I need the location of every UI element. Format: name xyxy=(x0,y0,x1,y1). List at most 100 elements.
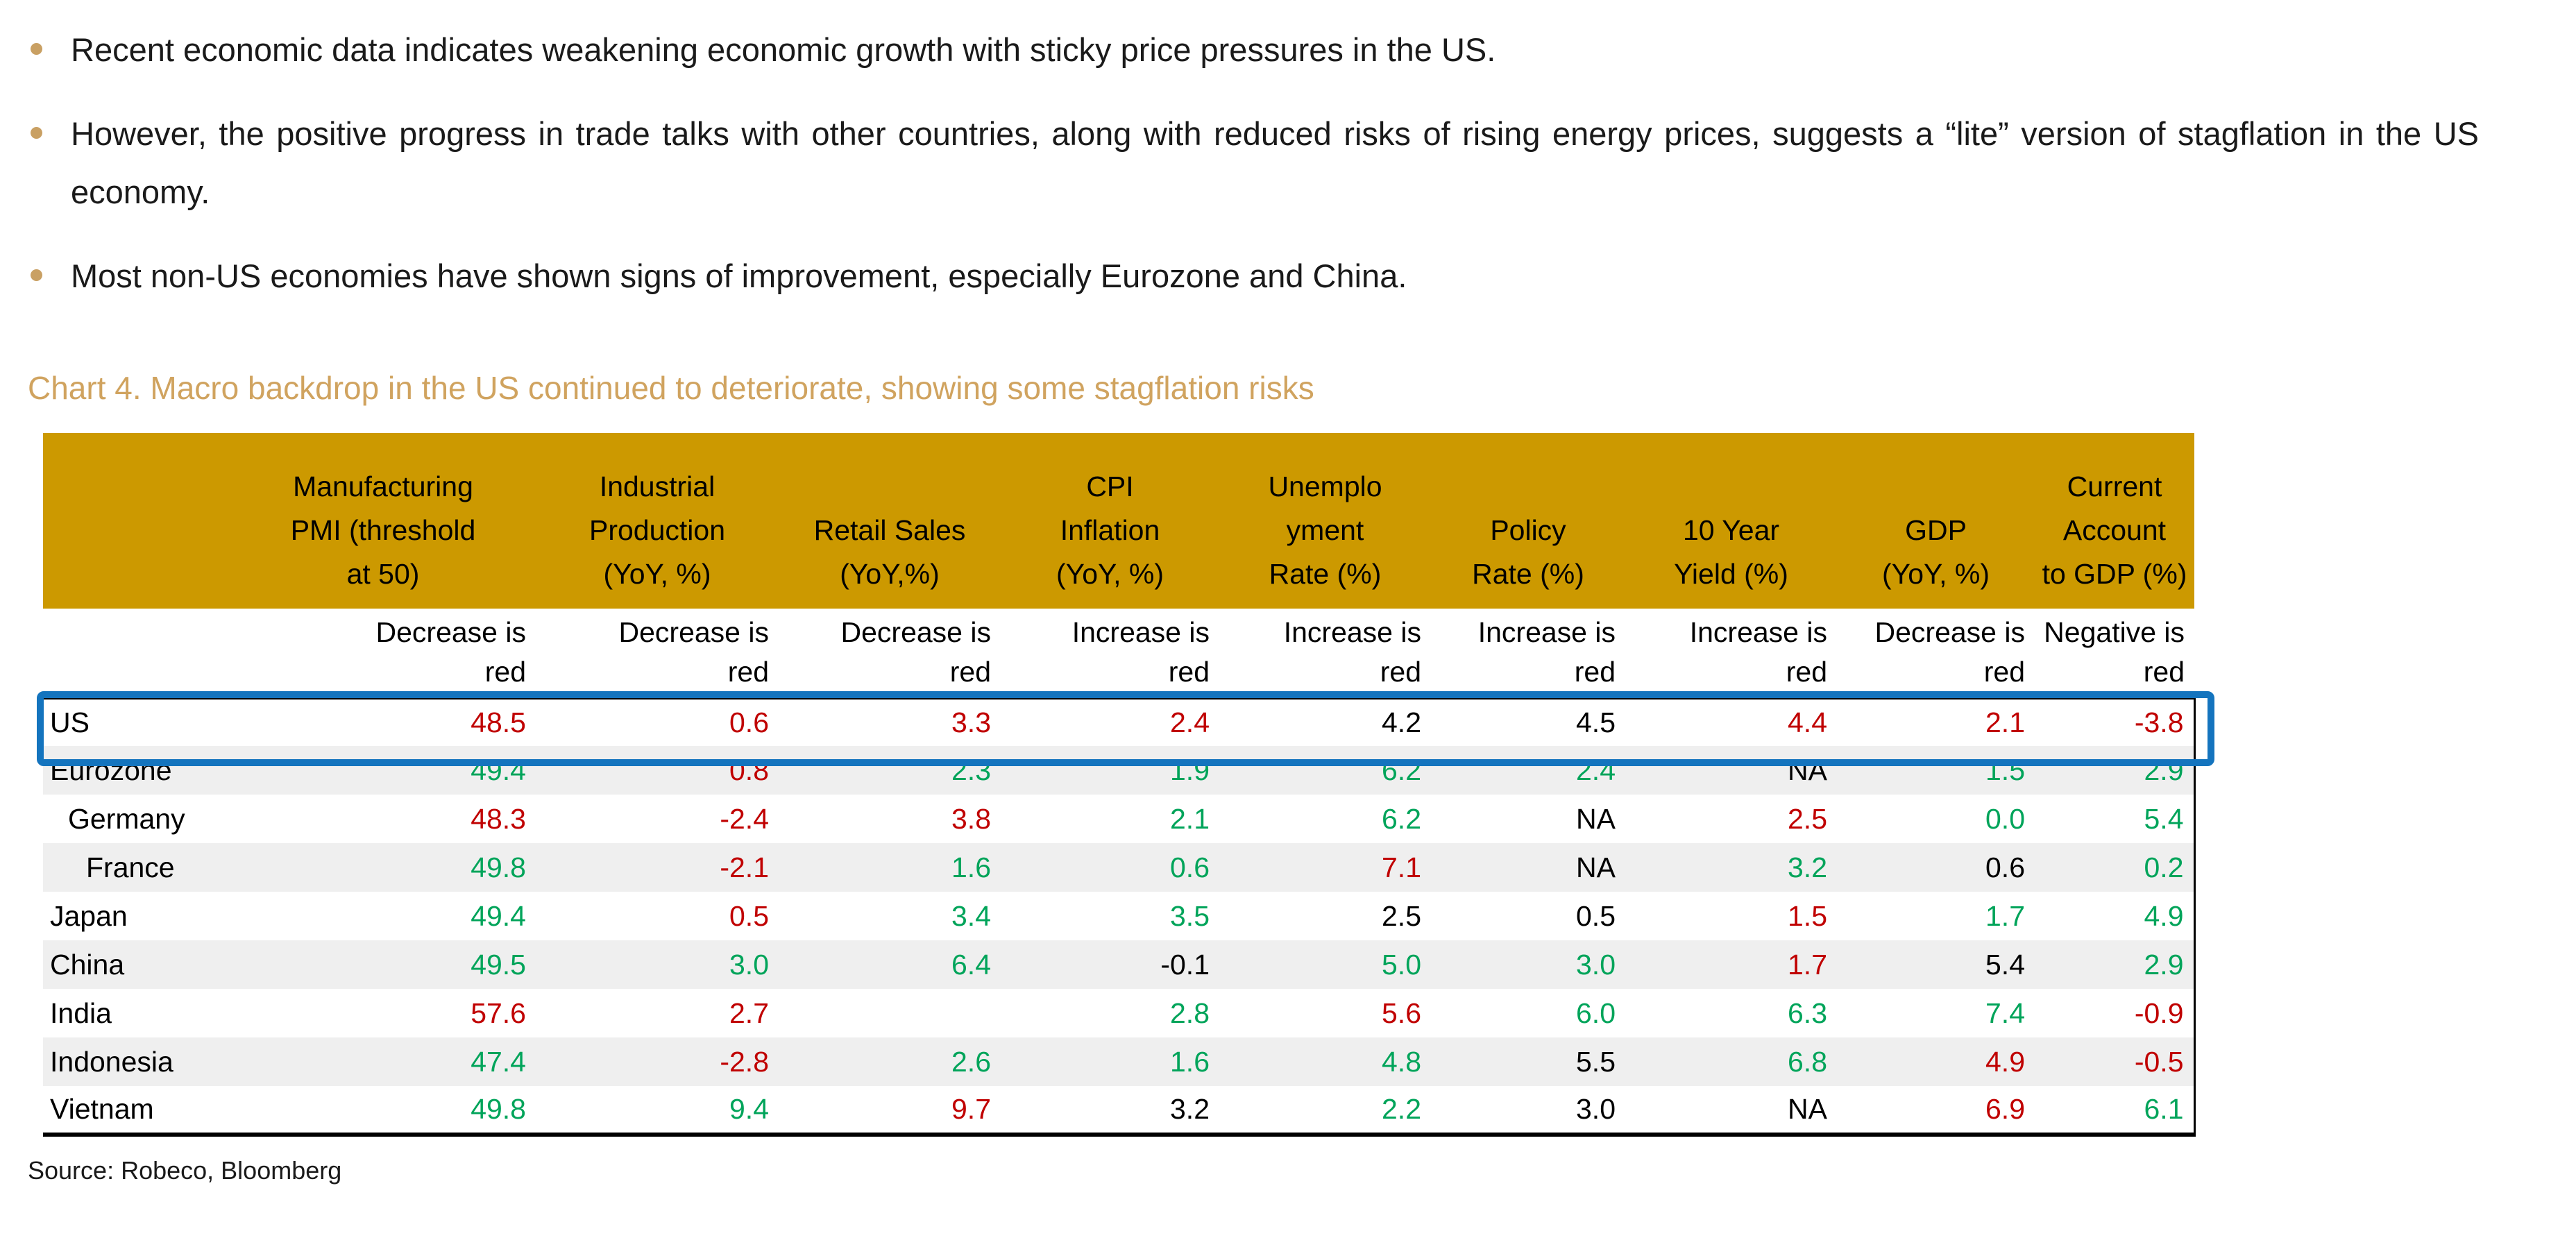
value-cell: 1.6 xyxy=(951,851,991,883)
bullet-dot-icon xyxy=(31,126,42,139)
value-cell: 5.6 xyxy=(1382,997,1421,1029)
macro-table: Manufacturing PMI (threshold at 50) Indus… xyxy=(43,433,2196,1137)
column-header: CPI Inflation (YoY, %) xyxy=(1001,433,1219,609)
country-cell: Indonesia xyxy=(50,1045,173,1078)
column-header: 10 Year Yield (%) xyxy=(1625,433,1837,609)
table-row: Vietnam 49.8 9.4 9.7 3.2 2.2 3.0 NA 6.9 6.1 xyxy=(43,1086,2196,1137)
legend-cell-country xyxy=(43,609,230,700)
value-cell: 6.2 xyxy=(1382,754,1421,786)
value-cell: 6.8 xyxy=(1788,1045,1827,1078)
value-cell: 2.9 xyxy=(2035,940,2196,990)
bullet-text: Most non-US economies have shown signs o… xyxy=(71,257,1407,294)
table-row: India 57.6 2.7 2.8 5.6 6.0 6.3 7.4 -0.9 xyxy=(43,989,2196,1038)
column-header: GDP (YoY, %) xyxy=(1837,433,2035,609)
value-cell: -0.1 xyxy=(1160,948,1210,981)
value-cell: 2.5 xyxy=(1788,802,1827,835)
value-cell: 47.4 xyxy=(471,1045,526,1078)
table-row: Germany 48.3 -2.4 3.8 2.1 6.2 NA 2.5 0.0 5.4 xyxy=(43,795,2196,844)
value-cell: 6.0 xyxy=(1576,997,1616,1029)
country-cell: Japan xyxy=(50,899,128,932)
column-header-country xyxy=(43,433,230,609)
value-cell: 6.3 xyxy=(1788,997,1827,1029)
page: Recent economic data indicates weakening… xyxy=(28,21,2479,1185)
table-row: Japan 49.4 0.5 3.4 3.5 2.5 0.5 1.5 1.7 4.9 xyxy=(43,892,2196,941)
value-cell: 0.5 xyxy=(1576,899,1616,932)
legend-cell: Decrease is red xyxy=(536,609,779,700)
value-cell: 6.1 xyxy=(2035,1086,2196,1137)
value-cell: 5.0 xyxy=(1382,948,1421,981)
column-header: Unemplo yment Rate (%) xyxy=(1219,433,1431,609)
value-cell: 49.5 xyxy=(471,948,526,981)
value-cell: 1.9 xyxy=(1170,754,1210,786)
value-cell: 2.6 xyxy=(951,1045,991,1078)
column-header: Manufacturing PMI (threshold at 50) xyxy=(230,433,536,609)
value-cell: NA xyxy=(1576,851,1616,883)
bullet-item: Most non-US economies have shown signs o… xyxy=(28,247,2479,306)
value-cell: 0.0 xyxy=(1985,802,2025,835)
country-cell: Vietnam xyxy=(43,1086,230,1137)
value-cell: 0.2 xyxy=(2035,843,2196,892)
table-row: Indonesia 47.4 -2.8 2.6 1.6 4.8 5.5 6.8 4.9 -0.5 xyxy=(43,1037,2196,1087)
table-body: US 48.5 0.6 3.3 2.4 4.2 4.5 4.4 2.1 -3.8 Eurozone 4… xyxy=(43,697,2196,1137)
value-cell: 2.4 xyxy=(1170,706,1210,739)
value-cell: 4.8 xyxy=(1382,1045,1421,1078)
country-cell: Germany xyxy=(68,802,185,835)
value-cell: 1.7 xyxy=(1985,899,2025,932)
bullet-item: Recent economic data indicates weakening… xyxy=(28,21,2479,80)
value-cell: 2.4 xyxy=(1576,754,1616,786)
value-cell: 4.4 xyxy=(1788,706,1827,739)
value-cell: NA xyxy=(1576,802,1616,835)
column-header: Current Account to GDP (%) xyxy=(2035,433,2194,609)
value-cell: 3.5 xyxy=(1170,899,1210,932)
legend-cell: Decrease is red xyxy=(1837,609,2035,700)
value-cell: -0.9 xyxy=(2035,989,2196,1038)
value-cell: 2.1 xyxy=(1170,802,1210,835)
value-cell: 0.6 xyxy=(1985,851,2025,883)
country-cell: France xyxy=(86,851,175,883)
value-cell: 0.6 xyxy=(729,706,769,739)
bullet-item: However, the positive progress in trade … xyxy=(28,105,2479,222)
value-cell: -2.1 xyxy=(720,851,769,883)
country-cell: China xyxy=(50,948,125,981)
value-cell: 7.1 xyxy=(1382,851,1421,883)
value-cell: 49.8 xyxy=(230,1086,536,1137)
source-note: Source: Robeco, Bloomberg xyxy=(28,1156,342,1185)
value-cell: 3.4 xyxy=(951,899,991,932)
value-cell: 4.9 xyxy=(2035,892,2196,941)
value-cell: 49.4 xyxy=(471,899,526,932)
value-cell: 3.8 xyxy=(951,802,991,835)
macro-table-wrap: Manufacturing PMI (threshold at 50) Indus… xyxy=(37,433,2214,1137)
column-header: Retail Sales (YoY,%) xyxy=(779,433,1001,609)
value-cell: -3.8 xyxy=(2035,697,2196,747)
value-cell: 57.6 xyxy=(471,997,526,1029)
value-cell: NA xyxy=(1625,1086,1837,1137)
column-header: Policy Rate (%) xyxy=(1431,433,1625,609)
value-cell: 4.2 xyxy=(1382,706,1421,739)
value-cell: -2.8 xyxy=(720,1045,769,1078)
legend-row: Decrease is red Decrease is red Decrease i… xyxy=(43,609,2194,700)
value-cell: 3.0 xyxy=(1576,948,1616,981)
value-cell: 4.9 xyxy=(1985,1045,2025,1078)
value-cell: 2.8 xyxy=(1170,997,1210,1029)
value-cell: 3.2 xyxy=(1001,1086,1219,1137)
value-cell: NA xyxy=(1788,754,1827,786)
value-cell: -0.5 xyxy=(2035,1037,2196,1087)
value-cell: 0.5 xyxy=(729,899,769,932)
value-cell: 1.5 xyxy=(1985,754,2025,786)
table-row-highlighted: US 48.5 0.6 3.3 2.4 4.2 4.5 4.4 2.1 -3.8 xyxy=(43,697,2196,747)
value-cell: 6.9 xyxy=(1837,1086,2035,1137)
value-cell: 9.4 xyxy=(536,1086,779,1137)
bullet-dot-icon xyxy=(31,269,42,281)
value-cell: 2.1 xyxy=(1985,706,2025,739)
value-cell: 2.7 xyxy=(729,997,769,1029)
bullet-list: Recent economic data indicates weakening… xyxy=(28,21,2479,305)
bullet-text: Recent economic data indicates weakening… xyxy=(71,31,1496,68)
country-cell: India xyxy=(50,997,112,1029)
table-row: Eurozone 49.4 0.8 2.3 1.9 6.2 2.4 NA 1.5 2.9 xyxy=(43,746,2196,795)
value-cell: 6.2 xyxy=(1382,802,1421,835)
legend-cell: Decrease is red xyxy=(779,609,1001,700)
legend-cell: Increase is red xyxy=(1431,609,1625,700)
value-cell: 5.4 xyxy=(1985,948,2025,981)
column-header: Industrial Production (YoY, %) xyxy=(536,433,779,609)
value-cell: 49.4 xyxy=(471,754,526,786)
